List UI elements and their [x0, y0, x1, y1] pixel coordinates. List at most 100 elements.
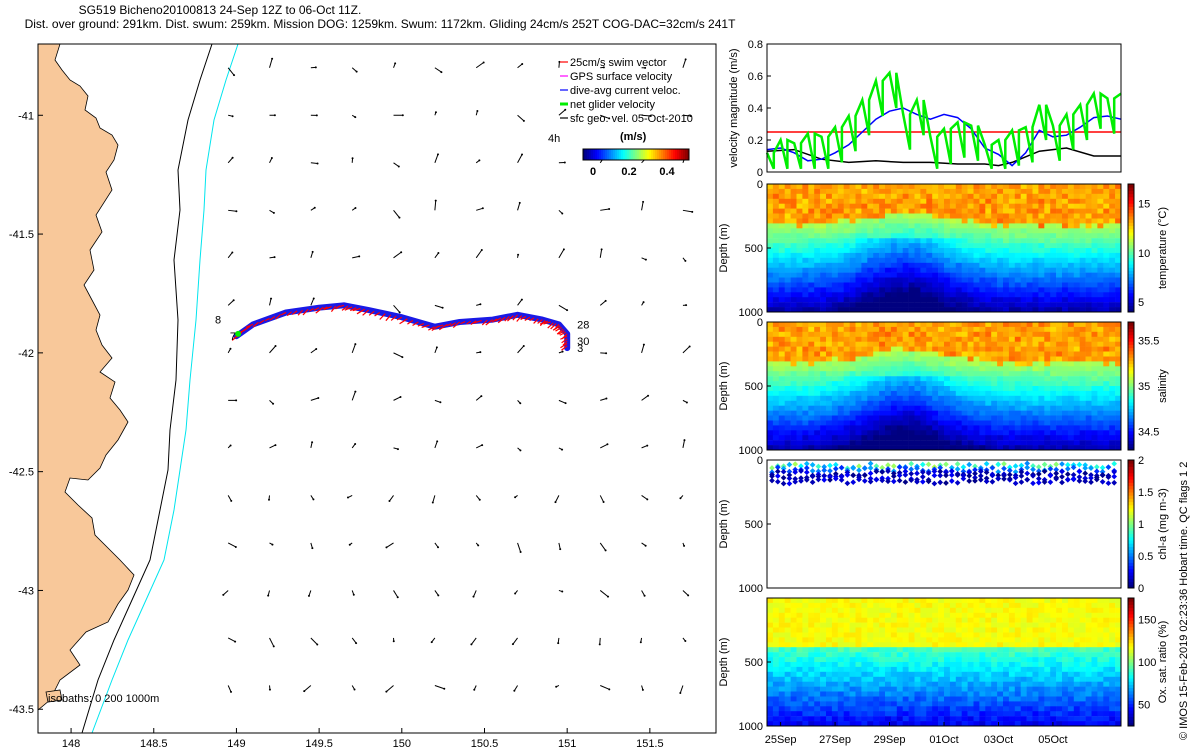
temperature-cell [955, 297, 962, 303]
oxygen-cell [938, 617, 945, 623]
oxygen-cell [814, 671, 821, 677]
temperature-cell [1008, 198, 1016, 204]
salinity-cell [826, 376, 833, 382]
oxygen-cell [790, 647, 797, 653]
salinity-cell [808, 326, 815, 333]
temperature-cell [938, 302, 945, 308]
temperature-cell [820, 208, 827, 214]
sfc-velocity-arrowhead [439, 401, 442, 404]
temperature-cell [1103, 208, 1110, 214]
salinity-cell [820, 410, 827, 416]
temperature-cell [790, 208, 797, 214]
oxygen-cell [778, 706, 785, 712]
temperature-cell [949, 213, 957, 219]
temperature-cell [808, 248, 815, 254]
temperature-colorbar-cell [1128, 296, 1134, 300]
temperature-cell [1038, 302, 1045, 308]
salinity-cell [1073, 405, 1080, 411]
temperature-cell [772, 203, 780, 209]
salinity-cell [814, 371, 821, 377]
salinity-cell [1020, 425, 1027, 431]
salinity-cell [814, 386, 821, 392]
oxygen-cell [772, 632, 780, 638]
salinity-cell [938, 410, 945, 416]
sfc-velocity-arrowhead [436, 153, 439, 156]
temperature-cell [908, 184, 915, 190]
temperature-cell [855, 213, 862, 219]
temperature-cell [831, 248, 839, 254]
oxygen-cell [808, 662, 815, 668]
temperature-cell [867, 297, 874, 303]
oxygen-cell [961, 607, 968, 613]
temperature-cell [967, 203, 974, 209]
velocity-y-tick-label: 0 [757, 167, 763, 179]
temperature-cell [997, 193, 1004, 199]
temperature-cell [997, 252, 1004, 259]
colorbar-cell [587, 149, 590, 160]
salinity-cell [991, 341, 998, 347]
oxygen-cell [949, 721, 957, 727]
chl-sample [896, 477, 903, 484]
salinity-cell [902, 390, 909, 397]
temperature-cell [920, 257, 927, 263]
oxygen-cell [814, 627, 821, 633]
temperature-cell [1115, 252, 1122, 259]
salinity-cell [902, 351, 909, 357]
oxygen-cell [879, 642, 886, 648]
oxygen-cell [831, 637, 839, 643]
temperature-colorbar-cell [1128, 190, 1134, 195]
swim-vector [390, 315, 397, 321]
chl-a-colorbar-cell [1128, 578, 1134, 583]
temperature-cell [1044, 262, 1051, 268]
salinity-cell [1056, 371, 1063, 377]
chl-a-colorbar-cell [1128, 472, 1134, 477]
salinity-cell [1056, 420, 1063, 426]
salinity-cell [767, 400, 774, 406]
salinity-cell [802, 400, 809, 406]
salinity-cell [1091, 386, 1098, 392]
salinity-cell [808, 445, 815, 451]
oxygen-cell [796, 666, 803, 673]
chl-sample [1024, 470, 1031, 477]
salinity-cell [1097, 361, 1104, 367]
chl-sample [885, 468, 891, 475]
temperature-cell [955, 302, 962, 308]
oxygen-cell [955, 617, 962, 623]
oxygen-cell [879, 637, 886, 643]
temperature-cell [1062, 203, 1069, 209]
salinity-cell [1050, 400, 1057, 406]
temperature-cell [1050, 287, 1057, 293]
oxygen-cell [867, 696, 874, 702]
temperature-cell [1073, 297, 1080, 303]
salinity-cell [890, 395, 898, 401]
sfc-velocity-arrowhead [315, 348, 318, 351]
temperature-cell [849, 252, 856, 259]
salinity-cell [1003, 440, 1010, 446]
salinity-cell [938, 356, 945, 362]
temperature-cell [908, 257, 915, 263]
chl-sample [948, 468, 955, 474]
temperature-cell [914, 287, 921, 293]
salinity-cell [991, 435, 998, 441]
sfc-velocity-arrowhead [234, 545, 237, 548]
temperature-cell [949, 223, 957, 229]
salinity-cell [790, 331, 797, 337]
salinity-cell [861, 341, 868, 347]
oxygen-cell [879, 598, 886, 604]
salinity-cell [767, 386, 774, 392]
temperature-cell [802, 213, 809, 219]
temperature-cell [1073, 282, 1080, 288]
temperature-cell [1079, 243, 1086, 249]
salinity-cell [767, 390, 774, 397]
salinity-cell [1050, 341, 1057, 347]
oxygen-cell [808, 647, 815, 653]
sfc-velocity-arrowhead [307, 594, 310, 597]
temperature-cell [1073, 184, 1080, 190]
salinity-cell [896, 410, 903, 416]
salinity-cell [767, 410, 774, 416]
salinity-cell [1014, 400, 1021, 406]
salinity-cell [1038, 400, 1045, 406]
salinity-cell [1103, 376, 1110, 382]
temperature-cell [867, 257, 874, 263]
colorbar-cell [627, 149, 630, 160]
